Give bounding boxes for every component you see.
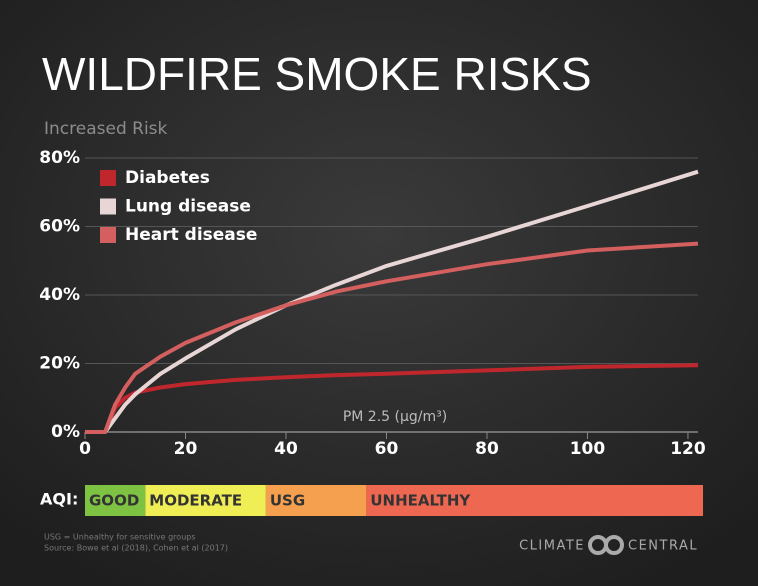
- footnote: USG = Unhealthy for sensitive groups: [44, 533, 196, 542]
- aqi-band: [265, 485, 367, 516]
- legend-swatch: [100, 170, 116, 186]
- y-tick-label: 40%: [39, 285, 80, 305]
- line: [85, 241, 699, 434]
- aqi-band: [145, 485, 266, 516]
- x-tick-label: 120: [670, 439, 706, 459]
- legend-label: Diabetes: [125, 168, 210, 188]
- footnote: Source: Bowe et al (2018), Cohen et al (…: [44, 544, 228, 553]
- x-tick-label: 60: [375, 439, 399, 459]
- chart-title: WILDFIRE SMOKE RISKS: [42, 48, 592, 100]
- y-tick-label: 60%: [39, 217, 80, 237]
- logo-text: CENTRAL: [628, 539, 698, 554]
- line: [85, 169, 699, 434]
- y-tick-label: 80%: [39, 148, 80, 168]
- x-tick-label: 0: [79, 439, 91, 459]
- legend-label: Heart disease: [125, 225, 257, 245]
- x-tick-label: 40: [274, 439, 298, 459]
- x-tick-label: 80: [475, 439, 499, 459]
- aqi-band: [85, 485, 146, 516]
- legend-swatch: [100, 227, 116, 243]
- aqi-label: AQI:: [40, 490, 78, 509]
- logo-icon: [588, 535, 624, 555]
- aqi-band: [366, 485, 704, 516]
- y-axis-label: Increased Risk: [44, 119, 168, 139]
- x-tick-label: 100: [570, 439, 606, 459]
- x-axis-label: PM 2.5 (µg/m³): [343, 409, 447, 425]
- x-tick-label: 20: [174, 439, 198, 459]
- line: [85, 363, 699, 434]
- aqi-band-label: UNHEALTHY: [370, 492, 471, 510]
- y-tick-label: 20%: [39, 354, 80, 374]
- logo-text: CLIMATE: [519, 539, 585, 554]
- aqi-band-label: GOOD: [89, 492, 139, 510]
- legend-label: Lung disease: [125, 197, 251, 217]
- aqi-band-label: MODERATE: [149, 492, 242, 510]
- aqi-band-label: USG: [270, 492, 305, 510]
- y-tick-label: 0%: [51, 422, 80, 442]
- legend-swatch: [100, 198, 116, 215]
